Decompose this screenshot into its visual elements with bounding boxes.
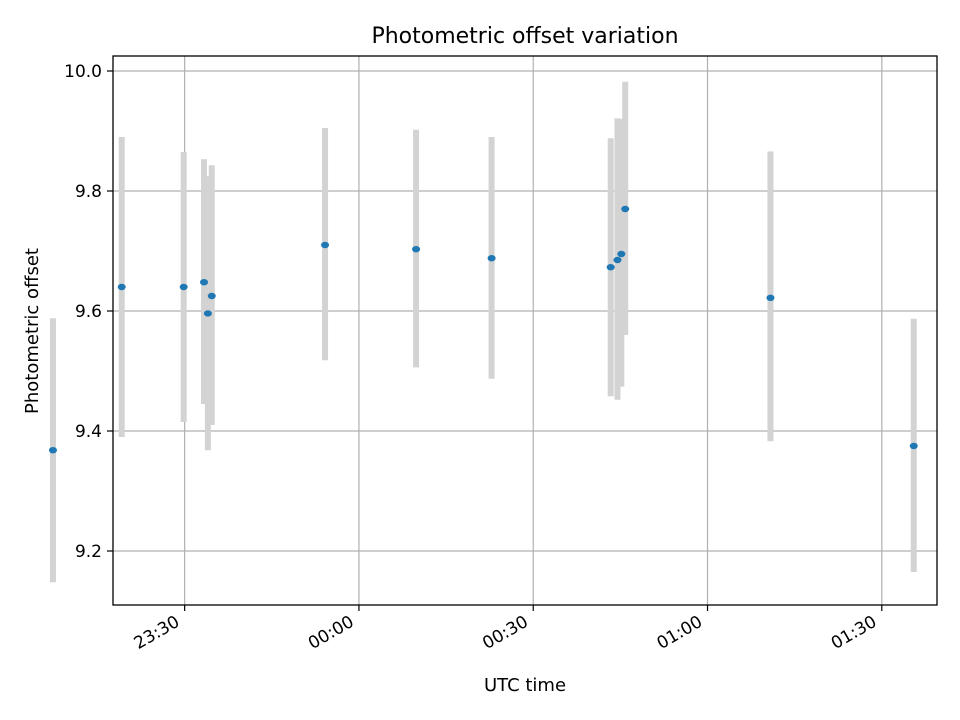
data-point (412, 246, 421, 253)
data-point (487, 255, 496, 262)
y-tick-label: 9.2 (75, 542, 102, 562)
data-point (203, 310, 212, 317)
y-axis-ticks: 9.2 9.4 9.6 9.8 10.0 (64, 62, 113, 562)
y-tick-label: 9.6 (75, 302, 102, 322)
error-bars (49, 81, 917, 583)
data-point (606, 264, 615, 271)
data-points (48, 205, 918, 454)
data-point (766, 294, 775, 301)
y-tick-label: 9.8 (75, 182, 102, 202)
x-tick-label: 01:00 (654, 612, 706, 654)
chart-title: Photometric offset variation (371, 24, 678, 49)
y-tick-label: 9.4 (75, 422, 102, 442)
x-axis-label: UTC time (484, 675, 566, 696)
data-point (117, 283, 126, 291)
data-point (179, 283, 188, 291)
data-point (621, 205, 630, 213)
plot-frame (112, 55, 938, 606)
data-point (321, 241, 330, 249)
data-point (200, 279, 209, 286)
y-tick-label: 10.0 (64, 62, 102, 82)
data-point (617, 250, 626, 258)
x-axis-ticks: 23:30 00:00 00:30 01:00 01:30 (131, 605, 883, 654)
data-point (48, 447, 57, 454)
data-point (207, 292, 216, 300)
y-axis-label: Photometric offset (22, 248, 43, 414)
x-tick-label: 01:30 (828, 612, 880, 654)
data-point (613, 256, 622, 264)
x-tick-label: 00:00 (305, 612, 357, 654)
x-tick-label: 23:30 (131, 612, 183, 654)
grid (113, 56, 937, 605)
data-point (909, 442, 918, 450)
x-tick-label: 00:30 (479, 612, 531, 654)
